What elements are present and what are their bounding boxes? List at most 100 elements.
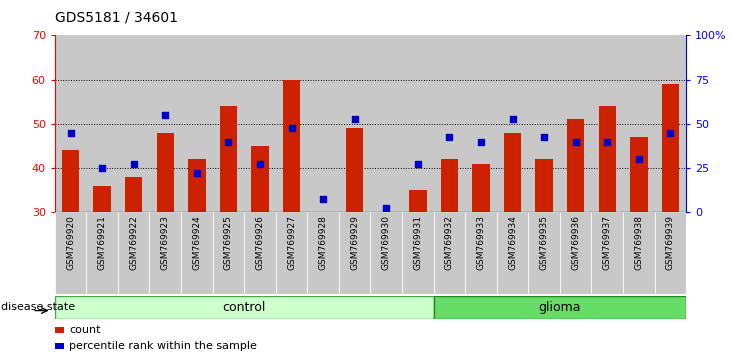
Point [412, 161, 423, 167]
Bar [630, 137, 648, 212]
Bar [307, 212, 339, 294]
Point [223, 139, 234, 144]
Bar [434, 296, 686, 319]
Bar [55, 327, 64, 333]
Bar [567, 120, 585, 212]
Text: GSM769921: GSM769921 [98, 215, 107, 270]
Point [664, 130, 676, 136]
Text: GSM769939: GSM769939 [666, 215, 675, 270]
Bar [55, 296, 434, 319]
Bar [591, 35, 623, 212]
Bar [220, 106, 237, 212]
Text: GSM769937: GSM769937 [603, 215, 612, 270]
Bar [62, 150, 80, 212]
Point [444, 135, 456, 140]
Bar [623, 212, 655, 294]
Bar [441, 159, 458, 212]
Bar [55, 343, 64, 349]
Bar [535, 159, 553, 212]
Bar [599, 106, 616, 212]
Text: GSM769926: GSM769926 [255, 215, 264, 270]
Text: GSM769923: GSM769923 [161, 215, 170, 270]
Text: GSM769930: GSM769930 [382, 215, 391, 270]
Bar [86, 212, 118, 294]
Text: GSM769928: GSM769928 [318, 215, 328, 270]
Text: GSM769938: GSM769938 [634, 215, 643, 270]
Bar [276, 35, 307, 212]
Bar [188, 159, 206, 212]
Bar [529, 35, 560, 212]
Point [128, 161, 139, 167]
Bar [156, 133, 174, 212]
Text: GSM769935: GSM769935 [539, 215, 549, 270]
Bar [434, 35, 465, 212]
Bar [655, 212, 686, 294]
Bar [370, 35, 402, 212]
Bar [465, 212, 496, 294]
Bar [251, 146, 269, 212]
Bar [150, 212, 181, 294]
Bar [339, 212, 370, 294]
Bar [307, 35, 339, 212]
Bar [55, 35, 86, 212]
Bar [560, 212, 591, 294]
Bar [93, 186, 111, 212]
Bar [86, 35, 118, 212]
Bar [244, 212, 276, 294]
Point [570, 139, 582, 144]
Bar [591, 212, 623, 294]
Text: GSM769931: GSM769931 [413, 215, 423, 270]
Text: GDS5181 / 34601: GDS5181 / 34601 [55, 11, 177, 25]
Text: GSM769932: GSM769932 [445, 215, 454, 270]
Bar [496, 212, 529, 294]
Point [380, 205, 392, 211]
Bar [212, 35, 244, 212]
Bar [661, 84, 679, 212]
Bar [623, 35, 655, 212]
Bar [465, 35, 496, 212]
Point [507, 117, 518, 122]
Text: GSM769925: GSM769925 [224, 215, 233, 270]
Point [633, 156, 645, 162]
Point [538, 135, 550, 140]
Text: GSM769934: GSM769934 [508, 215, 517, 270]
Text: GSM769920: GSM769920 [66, 215, 75, 270]
Point [159, 112, 171, 118]
Text: GSM769922: GSM769922 [129, 215, 138, 270]
Point [65, 130, 77, 136]
Bar [283, 80, 300, 212]
Point [602, 139, 613, 144]
Bar [529, 212, 560, 294]
Bar [181, 212, 212, 294]
Bar [244, 35, 276, 212]
Bar [402, 212, 434, 294]
Text: disease state: disease state [1, 302, 76, 312]
Bar [402, 35, 434, 212]
Text: GSM769929: GSM769929 [350, 215, 359, 270]
Bar [504, 133, 521, 212]
Bar [496, 35, 529, 212]
Bar [125, 177, 142, 212]
Point [349, 117, 361, 122]
Bar [472, 164, 490, 212]
Point [285, 125, 297, 131]
Bar [55, 212, 86, 294]
Text: count: count [69, 325, 101, 335]
Text: GSM769927: GSM769927 [287, 215, 296, 270]
Text: GSM769924: GSM769924 [192, 215, 201, 270]
Bar [212, 212, 244, 294]
Bar [118, 212, 150, 294]
Bar [560, 35, 591, 212]
Text: GSM769936: GSM769936 [571, 215, 580, 270]
Text: GSM769933: GSM769933 [477, 215, 485, 270]
Bar [276, 212, 307, 294]
Point [318, 196, 329, 202]
Text: percentile rank within the sample: percentile rank within the sample [69, 341, 257, 351]
Point [191, 170, 203, 175]
Bar [346, 128, 364, 212]
Text: control: control [223, 301, 266, 314]
Bar [181, 35, 212, 212]
Bar [409, 190, 426, 212]
Bar [118, 35, 150, 212]
Bar [434, 212, 465, 294]
